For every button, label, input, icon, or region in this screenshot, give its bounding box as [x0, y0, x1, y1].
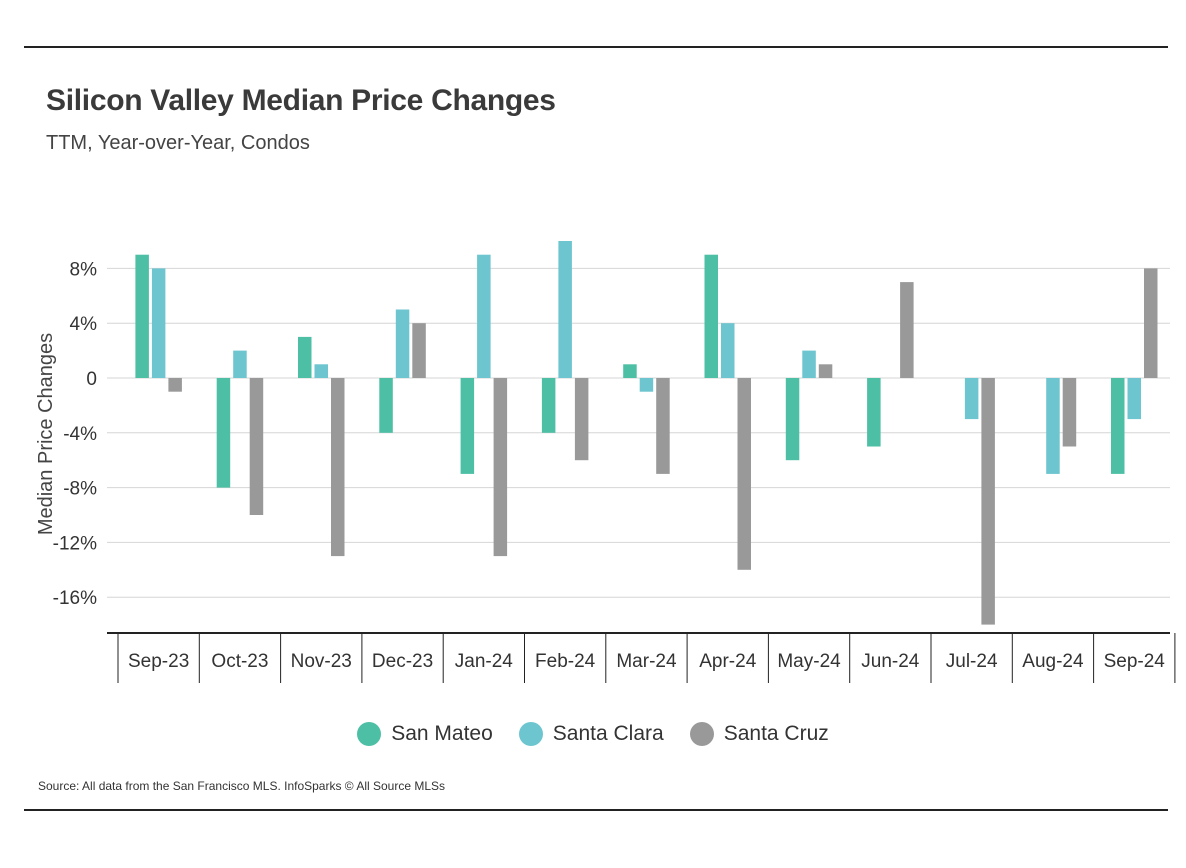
y-tick-label: -16%: [53, 588, 97, 609]
top-rule: [24, 46, 1168, 48]
bar-santa-cruz-may-24: [818, 364, 833, 378]
legend-label: Santa Cruz: [723, 722, 829, 745]
bar-santa-cruz-jun-24: [900, 282, 914, 378]
x-tick-label: Dec-23: [372, 651, 433, 672]
legend-item: Santa Cruz: [689, 722, 829, 746]
legend-swatch: [518, 722, 543, 746]
legend-swatch: [689, 722, 714, 746]
y-tick-label: -4%: [63, 424, 97, 445]
bar-santa-clara-aug-24: [1046, 378, 1060, 474]
bar-santa-clara-dec-23: [395, 309, 410, 378]
legend-item: San Mateo: [357, 722, 493, 746]
x-tick-label: Jan-24: [455, 651, 514, 672]
legend-label: Santa Clara: [552, 722, 664, 745]
bar-santa-clara-jan-24: [477, 254, 491, 378]
axes: 8% 4% 0 -4% -8% -12% -16% Sep-23 Oct-23 Nov-23 Dec…: [53, 259, 1176, 683]
bar-santa-cruz-dec-23: [412, 323, 426, 378]
chart-title: Silicon Valley Median Price Changes: [46, 84, 556, 117]
y-tick-label: 8%: [70, 259, 98, 280]
bar-santa-cruz-sep-24: [1144, 268, 1158, 378]
bar-santa-cruz-jul-24: [981, 378, 995, 625]
x-tick-label: Apr-24: [699, 651, 756, 672]
x-tick-label: Jun-24: [861, 651, 920, 672]
bar-santa-clara-sep-24: [1127, 378, 1141, 420]
bottom-rule: [24, 809, 1168, 811]
bar-san-mateo-sep-24: [1111, 378, 1125, 474]
legend-label: San Mateo: [391, 722, 493, 745]
bar-santa-clara-feb-24: [558, 241, 572, 378]
bar-santa-cruz-nov-23: [331, 378, 345, 557]
legend: San Mateo Santa Clara Santa Cruz: [0, 722, 1186, 746]
bar-santa-clara-jul-24: [964, 378, 979, 420]
bar-santa-cruz-oct-23: [249, 378, 264, 515]
chart-subtitle: TTM, Year-over-Year, Condos: [46, 132, 310, 154]
x-tick-label: Mar-24: [616, 651, 677, 672]
bar-santa-clara-may-24: [802, 350, 816, 378]
bar-san-mateo-jan-24: [460, 378, 475, 474]
bar-santa-cruz-jan-24: [493, 378, 508, 557]
bars: [135, 241, 1158, 625]
bar-santa-clara-sep-23: [151, 268, 166, 378]
bar-santa-clara-oct-23: [233, 350, 247, 378]
bar-santa-clara-apr-24: [721, 323, 735, 378]
x-tick-label: Feb-24: [535, 651, 596, 672]
bar-san-mateo-feb-24: [541, 378, 556, 433]
gridlines: [107, 267, 1170, 598]
y-axis-label: Median Price Changes: [35, 333, 57, 535]
y-tick-label: -8%: [63, 479, 97, 500]
x-tick-label: Jul-24: [946, 651, 998, 672]
x-tick-label: Sep-23: [128, 651, 189, 672]
x-tick-label: Oct-23: [211, 651, 268, 672]
bar-san-mateo-jun-24: [867, 378, 881, 447]
bar-santa-clara-mar-24: [639, 378, 654, 392]
bar-santa-cruz-mar-24: [656, 378, 670, 474]
x-tick-label: Nov-23: [291, 651, 352, 672]
legend-swatch: [357, 722, 382, 746]
bar-san-mateo-oct-23: [216, 378, 231, 488]
bar-santa-cruz-sep-23: [168, 378, 182, 392]
bar-san-mateo-mar-24: [623, 364, 637, 378]
legend-item: Santa Clara: [518, 722, 664, 746]
x-tick-label: Sep-24: [1104, 651, 1166, 672]
bar-santa-cruz-feb-24: [574, 378, 589, 461]
bar-santa-cruz-aug-24: [1062, 378, 1077, 447]
bar-santa-clara-nov-23: [314, 364, 328, 378]
y-tick-label: -12%: [53, 533, 97, 554]
bar-san-mateo-dec-23: [379, 378, 393, 433]
x-tick-label: May-24: [777, 651, 841, 672]
bar-san-mateo-nov-23: [298, 336, 312, 378]
bar-san-mateo-may-24: [785, 378, 800, 461]
y-tick-label: 0: [86, 369, 97, 390]
x-tick-label: Aug-24: [1022, 651, 1084, 672]
bar-san-mateo-sep-23: [135, 254, 149, 378]
bar-santa-cruz-apr-24: [737, 378, 751, 570]
bar-san-mateo-apr-24: [704, 254, 718, 378]
source-note: Source: All data from the San Francisco …: [38, 779, 446, 793]
y-tick-label: 4%: [70, 314, 98, 335]
